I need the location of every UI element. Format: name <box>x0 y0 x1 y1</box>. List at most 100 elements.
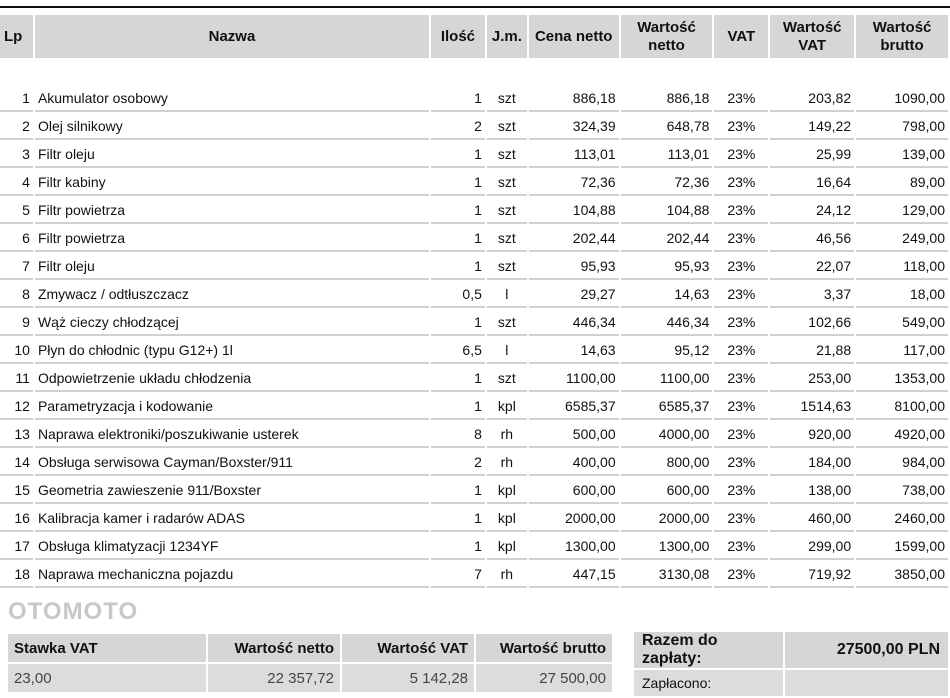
cell-vat: 23% <box>714 504 769 532</box>
cell-price-net: 1300,00 <box>528 532 619 560</box>
cell-qty: 1 <box>430 252 485 280</box>
cell-price-net: 447,15 <box>528 560 619 588</box>
cell-name: Filtr oleju <box>34 140 429 168</box>
cell-value-vat: 203,82 <box>770 84 855 112</box>
cell-unit: szt <box>486 308 527 336</box>
cell-vat: 23% <box>714 168 769 196</box>
otomoto-watermark: OTOMOTO <box>8 598 139 625</box>
cell-value-vat: 102,66 <box>770 308 855 336</box>
cell-lp: 10 <box>0 336 33 364</box>
cell-qty: 1 <box>430 168 485 196</box>
cell-value-vat: 21,88 <box>770 336 855 364</box>
paid-label: Zapłacono: <box>634 670 784 696</box>
cell-qty: 6,5 <box>430 336 485 364</box>
cell-value-gross: 549,00 <box>856 308 948 336</box>
cell-qty: 1 <box>430 532 485 560</box>
cell-unit: szt <box>486 364 527 392</box>
cell-value-net: 14,63 <box>620 280 713 308</box>
cell-lp: 1 <box>0 84 33 112</box>
cell-name: Obsługa klimatyzacji 1234YF <box>34 532 429 560</box>
cell-value-net: 6585,37 <box>620 392 713 420</box>
cell-value-vat: 719,92 <box>770 560 855 588</box>
cell-name: Naprawa elektroniki/poszukiwanie usterek <box>34 420 429 448</box>
cell-value-vat: 3,37 <box>770 280 855 308</box>
cell-name: Akumulator osobowy <box>34 84 429 112</box>
cell-unit: szt <box>486 168 527 196</box>
cell-lp: 9 <box>0 308 33 336</box>
cell-qty: 1 <box>430 224 485 252</box>
cell-unit: szt <box>486 252 527 280</box>
table-row: 17 Obsługa klimatyzacji 1234YF 1 kpl 1300,00… <box>0 532 948 560</box>
invoice-items-table: Lp Nazwa Ilość J.m. Cena netto Wartość n… <box>0 15 950 588</box>
cell-value-gross: 1090,00 <box>856 84 948 112</box>
table-row: 13 Naprawa elektroniki/poszukiwanie uster… <box>0 420 948 448</box>
cell-value-net: 1100,00 <box>620 364 713 392</box>
header-qty: Ilość <box>430 15 485 58</box>
cell-name: Filtr powietrza <box>34 224 429 252</box>
cell-value-gross: 738,00 <box>856 476 948 504</box>
table-row: 14 Obsługa serwisowa Cayman/Boxster/911 2 r… <box>0 448 948 476</box>
cell-qty: 2 <box>430 448 485 476</box>
cell-value-vat: 24,12 <box>770 196 855 224</box>
summary-header-gross: Wartość brutto <box>476 634 612 662</box>
cell-value-vat: 1514,63 <box>770 392 855 420</box>
cell-qty: 0,5 <box>430 280 485 308</box>
summary-rate: 23,00 <box>8 664 206 692</box>
cell-lp: 16 <box>0 504 33 532</box>
cell-price-net: 14,63 <box>528 336 619 364</box>
cell-vat: 23% <box>714 420 769 448</box>
cell-lp: 17 <box>0 532 33 560</box>
cell-value-gross: 249,00 <box>856 224 948 252</box>
cell-value-net: 95,12 <box>620 336 713 364</box>
table-row: 4 Filtr kabiny 1 szt 72,36 72,36 23% 16,64 89,00 <box>0 168 948 196</box>
header-value-vat: Wartość VAT <box>770 15 855 58</box>
cell-qty: 1 <box>430 392 485 420</box>
cell-value-gross: 118,00 <box>856 252 948 280</box>
summary-gross: 27 500,00 <box>476 664 612 692</box>
cell-lp: 3 <box>0 140 33 168</box>
cell-price-net: 95,93 <box>528 252 619 280</box>
cell-vat: 23% <box>714 476 769 504</box>
cell-lp: 18 <box>0 560 33 588</box>
header-lp: Lp <box>0 15 33 58</box>
cell-value-net: 800,00 <box>620 448 713 476</box>
cell-lp: 5 <box>0 196 33 224</box>
cell-unit: kpl <box>486 532 527 560</box>
cell-price-net: 886,18 <box>528 84 619 112</box>
cell-value-vat: 920,00 <box>770 420 855 448</box>
cell-value-vat: 25,99 <box>770 140 855 168</box>
cell-value-net: 886,18 <box>620 84 713 112</box>
cell-value-gross: 1599,00 <box>856 532 948 560</box>
header-value-net: Wartość netto <box>620 15 713 58</box>
cell-value-vat: 299,00 <box>770 532 855 560</box>
cell-qty: 2 <box>430 112 485 140</box>
cell-lp: 6 <box>0 224 33 252</box>
cell-value-vat: 253,00 <box>770 364 855 392</box>
cell-vat: 23% <box>714 364 769 392</box>
cell-vat: 23% <box>714 252 769 280</box>
cell-unit: l <box>486 336 527 364</box>
cell-value-gross: 8100,00 <box>856 392 948 420</box>
cell-lp: 7 <box>0 252 33 280</box>
cell-value-gross: 798,00 <box>856 112 948 140</box>
table-row: 11 Odpowietrzenie układu chłodzenia 1 szt 11… <box>0 364 948 392</box>
cell-unit: szt <box>486 140 527 168</box>
cell-value-net: 113,01 <box>620 140 713 168</box>
cell-name: Olej silnikowy <box>34 112 429 140</box>
cell-vat: 23% <box>714 560 769 588</box>
summary-header-net: Wartość netto <box>208 634 340 662</box>
cell-price-net: 2000,00 <box>528 504 619 532</box>
cell-value-vat: 22,07 <box>770 252 855 280</box>
cell-vat: 23% <box>714 84 769 112</box>
cell-value-vat: 138,00 <box>770 476 855 504</box>
cell-value-gross: 129,00 <box>856 196 948 224</box>
cell-lp: 14 <box>0 448 33 476</box>
summary-header-vat: Wartość VAT <box>342 634 474 662</box>
summary-header-rate: Stawka VAT <box>8 634 206 662</box>
header-vat: VAT <box>714 15 769 58</box>
cell-price-net: 446,34 <box>528 308 619 336</box>
table-row: 5 Filtr powietrza 1 szt 104,88 104,88 23% 24,12… <box>0 196 948 224</box>
cell-value-gross: 139,00 <box>856 140 948 168</box>
cell-vat: 23% <box>714 224 769 252</box>
cell-unit: rh <box>486 448 527 476</box>
